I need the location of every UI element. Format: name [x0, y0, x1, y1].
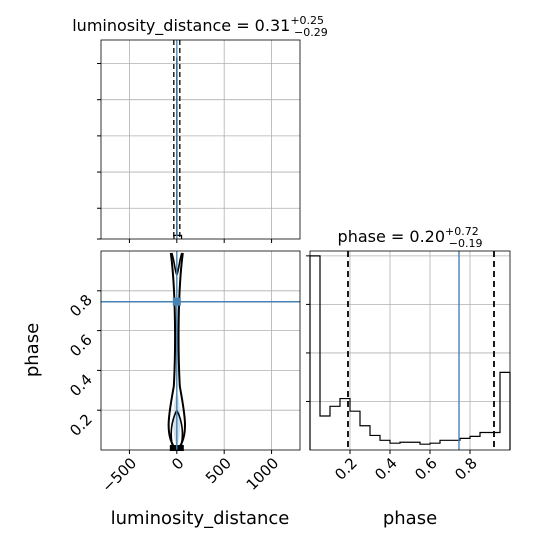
truth-marker [172, 297, 181, 306]
phase-histogram [309, 255, 511, 450]
contour-line [177, 252, 186, 449]
y-axis-label-phase: phase [22, 323, 43, 377]
x-axis-label-phase: phase [383, 508, 437, 529]
x-tick-label: 1000 [243, 454, 283, 494]
x-axis-label-luminosity: luminosity_distance [111, 508, 290, 529]
luminosity-hist-grid [101, 40, 300, 239]
luminosity-hist-title: luminosity_distance = 0.31+0.25 −0.29 [72, 14, 328, 39]
contour-frame [100, 250, 301, 451]
contour-line [167, 252, 177, 449]
phase-hist-title: phase = 0.20+0.72 −0.19 [338, 225, 483, 250]
y-tick-label: 0.4 [66, 371, 96, 401]
x-tick-label: 0.8 [451, 454, 481, 484]
x-tick-label: 0.6 [411, 454, 441, 484]
x-tick-label: 0.4 [371, 454, 401, 484]
y-tick-label: 0.6 [66, 331, 96, 361]
phase-hist-grid [310, 251, 510, 450]
x-tick-label: 0.2 [331, 454, 361, 484]
phase-hist-frame [309, 250, 511, 451]
contour-grid [101, 251, 300, 450]
x-tick-label: 0 [168, 454, 187, 473]
y-tick-label: 0.2 [66, 410, 96, 440]
y-tick-label: 0.8 [66, 291, 96, 321]
luminosity-hist-frame [100, 39, 301, 240]
x-tick-label: −500 [98, 454, 140, 496]
x-tick-label: 500 [202, 454, 235, 487]
